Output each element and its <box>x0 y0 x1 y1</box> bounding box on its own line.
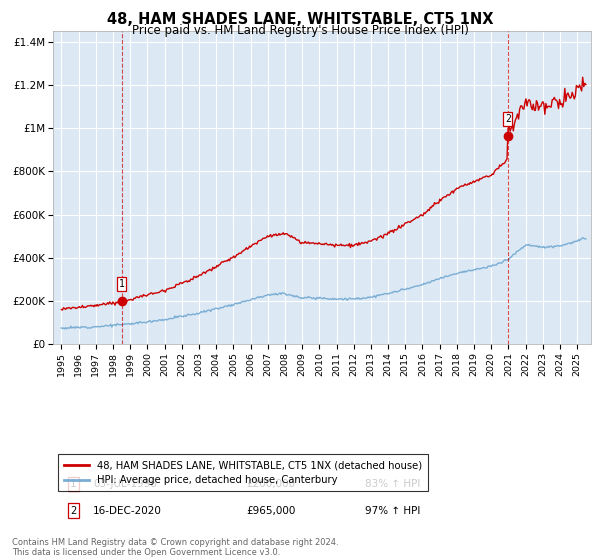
Legend: 48, HAM SHADES LANE, WHITSTABLE, CT5 1NX (detached house), HPI: Average price, d: 48, HAM SHADES LANE, WHITSTABLE, CT5 1NX… <box>58 455 428 492</box>
Text: 2: 2 <box>505 114 511 124</box>
Text: Contains HM Land Registry data © Crown copyright and database right 2024.
This d: Contains HM Land Registry data © Crown c… <box>12 538 338 557</box>
Text: 16-DEC-2020: 16-DEC-2020 <box>93 506 162 516</box>
Text: 1: 1 <box>119 279 125 290</box>
Text: 03-JUL-1998: 03-JUL-1998 <box>93 479 157 489</box>
Text: 1: 1 <box>70 479 76 489</box>
Text: £965,000: £965,000 <box>247 506 296 516</box>
Text: 48, HAM SHADES LANE, WHITSTABLE, CT5 1NX: 48, HAM SHADES LANE, WHITSTABLE, CT5 1NX <box>107 12 493 27</box>
Text: 2: 2 <box>70 506 76 516</box>
Text: £200,000: £200,000 <box>247 479 296 489</box>
Text: 83% ↑ HPI: 83% ↑ HPI <box>365 479 421 489</box>
Text: 97% ↑ HPI: 97% ↑ HPI <box>365 506 421 516</box>
Text: Price paid vs. HM Land Registry's House Price Index (HPI): Price paid vs. HM Land Registry's House … <box>131 24 469 36</box>
